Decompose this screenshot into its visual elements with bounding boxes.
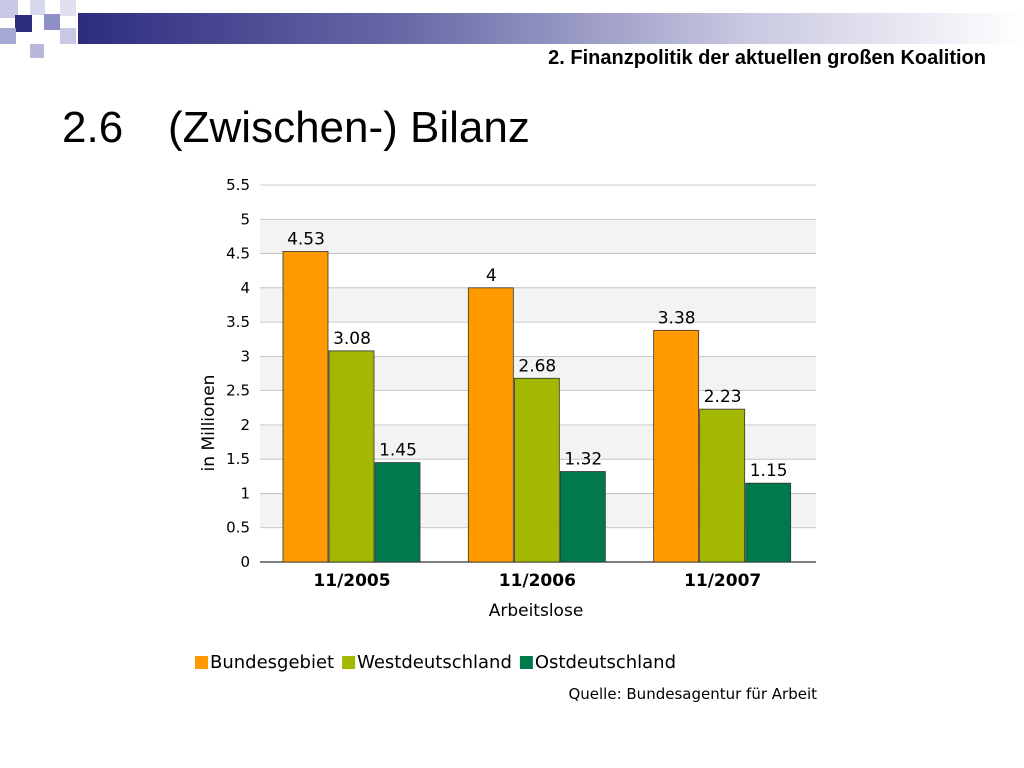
y-tick-label: 3.5: [226, 313, 250, 331]
grid-band: [260, 287, 816, 323]
bar-value-label: 2.23: [704, 387, 742, 407]
section-number: 2.6: [62, 103, 124, 152]
bar: [699, 408, 746, 563]
bar-value-label: 1.45: [379, 441, 417, 461]
legend-swatch: [195, 656, 208, 669]
chart-legend: Bundesgebiet Westdeutschland Ostdeutschlan…: [195, 652, 676, 673]
grid-band: [260, 219, 816, 254]
bar-value-label: 2.68: [518, 356, 556, 376]
x-axis-ticks: 11/2005 11/2006 11/2007: [313, 571, 761, 591]
slide-subtitle: 2. Finanzpolitik der aktuellen großen Ko…: [548, 47, 986, 69]
y-tick-label: 4.5: [226, 245, 250, 263]
bar: [374, 462, 421, 563]
y-tick-label: 0: [240, 553, 250, 571]
y-tick-label: 5.5: [226, 176, 250, 194]
bar-value-label: 1.15: [750, 461, 788, 481]
slide-title: 2.6 (Zwischen-) Bilanz: [62, 103, 530, 153]
bar: [467, 287, 514, 563]
source-note: Quelle: Bundesagentur für Arbeit: [568, 685, 817, 703]
x-tick-label: 11/2006: [499, 571, 576, 591]
bar: [282, 251, 329, 563]
bar: [559, 471, 606, 563]
y-axis-label: in Millionen: [199, 375, 219, 472]
bar: [513, 377, 560, 563]
chart-bars: [282, 251, 792, 563]
y-tick-label: 4: [240, 279, 250, 297]
bar: [653, 329, 700, 563]
y-axis-ticks: 0 0.5 1 1.5 2 2.5 3 3.5 4 4.5 5 5.5: [226, 176, 250, 571]
bar-value-label: 4.53: [287, 229, 325, 249]
x-tick-label: 11/2007: [684, 571, 761, 591]
title-text: (Zwischen-) Bilanz: [168, 103, 530, 152]
y-tick-label: 3: [240, 347, 250, 365]
bar-value-label: 3.08: [333, 329, 371, 349]
y-tick-label: 2.5: [226, 382, 250, 400]
legend-swatch: [519, 656, 533, 669]
bar-chart: 0 0.5 1 1.5 2 2.5 3 3.5 4 4.5 5 5.5 4.53 3.08 1.45 4 2.…: [180, 170, 830, 710]
y-tick-label: 2: [240, 416, 250, 434]
bar-value-label: 3.38: [658, 308, 696, 328]
y-tick-label: 5: [240, 210, 250, 228]
header-bar: [78, 13, 1024, 44]
legend-swatch: [342, 656, 356, 669]
legend-label: Westdeutschland: [357, 652, 512, 673]
bar-value-label: 4: [486, 266, 497, 286]
y-tick-label: 0.5: [226, 519, 250, 537]
bar: [745, 482, 792, 563]
x-axis-label: Arbeitslose: [489, 601, 584, 621]
y-tick-label: 1: [240, 484, 250, 502]
bar-value-label: 1.32: [564, 450, 602, 470]
y-tick-label: 1.5: [226, 450, 250, 468]
legend-label: Bundesgebiet: [210, 652, 334, 673]
bar: [328, 350, 375, 563]
legend-label: Ostdeutschland: [535, 652, 676, 673]
x-tick-label: 11/2005: [313, 571, 390, 591]
corner-decoration: [0, 0, 76, 58]
bar-value-labels: 4.53 3.08 1.45 4 2.68 1.32 3.38 2.23 1.15: [287, 229, 788, 481]
